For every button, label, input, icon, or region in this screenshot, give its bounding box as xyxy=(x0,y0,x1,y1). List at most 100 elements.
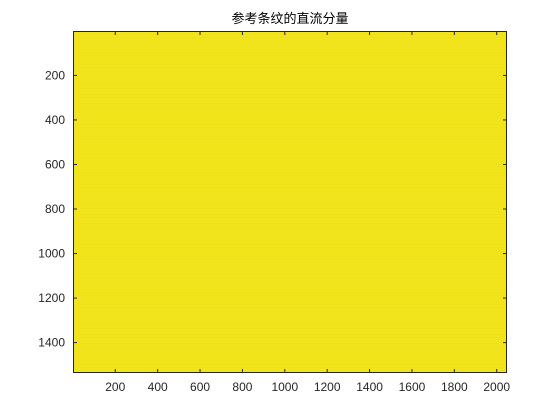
heatmap-band-row xyxy=(73,235,507,236)
y-tick-label: 1200 xyxy=(38,291,65,305)
heatmap-band-row xyxy=(73,367,507,368)
heatmap-band-row xyxy=(73,157,507,158)
heatmap-band-row xyxy=(73,217,507,218)
heatmap-band-row xyxy=(73,292,507,293)
y-tick-label: 600 xyxy=(45,157,65,171)
heatmap-band-row xyxy=(73,316,507,317)
x-tick-label: 2000 xyxy=(483,380,510,394)
heatmap-band-row xyxy=(73,334,507,335)
x-tick-label: 200 xyxy=(105,380,125,394)
heatmap-band-row xyxy=(73,313,507,314)
heatmap-band-row xyxy=(73,289,507,290)
x-tick-label: 800 xyxy=(232,380,252,394)
heatmap-band-row xyxy=(73,346,507,347)
heatmap-band-row xyxy=(73,160,507,161)
y-tick-label: 1400 xyxy=(38,336,65,350)
heatmap-band-row xyxy=(73,124,507,125)
x-axis: 200 400 600 800 1000 1200 1400 1600 1800 2000 xyxy=(105,31,510,394)
heatmap-band-row xyxy=(73,184,507,185)
heatmap-band-row xyxy=(73,232,507,233)
heatmap-band-row xyxy=(73,61,507,62)
heatmap-band-row xyxy=(73,133,507,134)
x-tick-label: 1200 xyxy=(314,380,341,394)
chart-title: 参考条纹的直流分量 xyxy=(231,11,348,27)
heatmap-band-row xyxy=(73,265,507,266)
heatmap-band-row xyxy=(73,274,507,275)
y-tick-label: 400 xyxy=(45,113,65,127)
heatmap-band-row xyxy=(73,88,507,89)
heatmap-band-row xyxy=(73,247,507,248)
heatmap-band-row xyxy=(73,250,507,251)
heatmap-band-row xyxy=(73,145,507,146)
heatmap-band-row xyxy=(73,355,507,356)
heatmap-band-row xyxy=(73,304,507,305)
heatmap-band-row xyxy=(73,271,507,272)
heatmap-band-row xyxy=(73,67,507,68)
heatmap-band-row xyxy=(73,352,507,353)
heatmap-band-row xyxy=(73,295,507,296)
heatmap-band-row xyxy=(73,268,507,269)
heatmap-band-row xyxy=(73,166,507,167)
heatmap-band-row xyxy=(73,37,507,38)
heatmap-band-row xyxy=(73,199,507,200)
heatmap-band-row xyxy=(73,340,507,341)
x-tick-label: 1000 xyxy=(271,380,298,394)
heatmap-band-row xyxy=(73,97,507,98)
heatmap-band-row xyxy=(73,244,507,245)
heatmap-band-row xyxy=(73,283,507,284)
heatmap-band-row xyxy=(73,40,507,41)
heatmap-band-row xyxy=(73,55,507,56)
heatmap-band-row xyxy=(73,298,507,299)
heatmap-banding xyxy=(73,31,507,371)
heatmap-band-row xyxy=(73,187,507,188)
heatmap-band-row xyxy=(73,175,507,176)
heatmap-band-row xyxy=(73,118,507,119)
heatmap-band-row xyxy=(73,331,507,332)
heatmap-band-row xyxy=(73,277,507,278)
heatmap-band-row xyxy=(73,370,507,371)
heatmap-band-row xyxy=(73,121,507,122)
heatmap-band-row xyxy=(73,82,507,83)
heatmap-band-row xyxy=(73,319,507,320)
heatmap-band-row xyxy=(73,208,507,209)
heatmap-band-row xyxy=(73,49,507,50)
heatmap-band-row xyxy=(73,337,507,338)
heatmap-band-row xyxy=(73,280,507,281)
heatmap-band-row xyxy=(73,181,507,182)
heatmap-band-row xyxy=(73,34,507,35)
heatmap-band-row xyxy=(73,328,507,329)
x-tick-label: 1800 xyxy=(441,380,468,394)
heatmap-band-row xyxy=(73,358,507,359)
heatmap-band-row xyxy=(73,73,507,74)
axes-box xyxy=(73,31,507,373)
heatmap-band-row xyxy=(73,226,507,227)
x-tick-label: 400 xyxy=(148,380,168,394)
heatmap-band-row xyxy=(73,325,507,326)
heatmap-band-row xyxy=(73,154,507,155)
y-tick-label: 1000 xyxy=(38,247,65,261)
heatmap-band-row xyxy=(73,43,507,44)
heatmap-band-row xyxy=(73,103,507,104)
heatmap-band-row xyxy=(73,79,507,80)
heatmap-band-row xyxy=(73,127,507,128)
heatmap-band-row xyxy=(73,223,507,224)
heatmap-band-row xyxy=(73,106,507,107)
heatmap-band-row xyxy=(73,148,507,149)
heatmap-band-row xyxy=(73,322,507,323)
heatmap-band-row xyxy=(73,136,507,137)
heatmap-band-row xyxy=(73,151,507,152)
heatmap-band-row xyxy=(73,130,507,131)
heatmap-band-row xyxy=(73,364,507,365)
y-tick-label: 200 xyxy=(45,68,65,82)
heatmap-band-row xyxy=(73,349,507,350)
heatmap-band-row xyxy=(73,178,507,179)
heatmap-band-row xyxy=(73,286,507,287)
plot-area xyxy=(73,31,507,373)
heatmap-band-row xyxy=(73,112,507,113)
heatmap-band-row xyxy=(73,310,507,311)
heatmap-band-row xyxy=(73,115,507,116)
heatmap-band-row xyxy=(73,241,507,242)
y-axis: 200 400 600 800 1000 1200 1400 xyxy=(38,68,507,350)
heatmap-band-row xyxy=(73,259,507,260)
